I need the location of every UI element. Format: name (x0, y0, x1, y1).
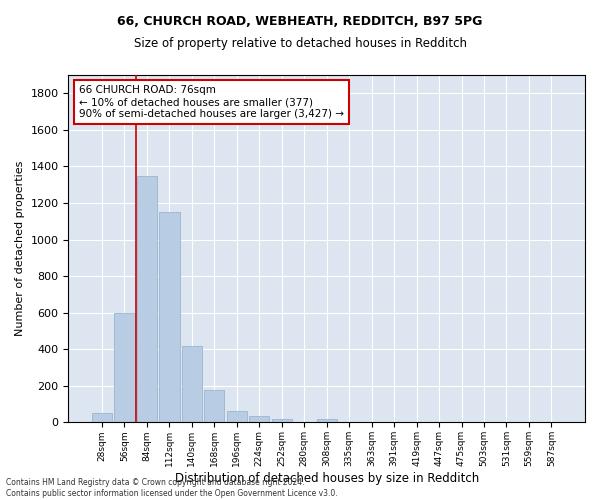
Text: Size of property relative to detached houses in Redditch: Size of property relative to detached ho… (133, 38, 467, 51)
Bar (115, 312, 134, 422)
Text: 66, CHURCH ROAD, WEBHEATH, REDDITCH, B97 5PG: 66, CHURCH ROAD, WEBHEATH, REDDITCH, B97… (118, 15, 482, 28)
Text: Contains HM Land Registry data © Crown copyright and database right 2024.
Contai: Contains HM Land Registry data © Crown c… (6, 478, 338, 498)
X-axis label: Distribution of detached houses by size in Redditch: Distribution of detached houses by size … (175, 472, 479, 485)
Bar (159, 212, 179, 422)
Text: 66 CHURCH ROAD: 76sqm
← 10% of detached houses are smaller (377)
90% of semi-det: 66 CHURCH ROAD: 76sqm ← 10% of detached … (79, 86, 344, 118)
Bar (137, 176, 157, 422)
Bar (249, 416, 269, 422)
Bar (317, 419, 337, 422)
Y-axis label: Number of detached properties: Number of detached properties (15, 161, 25, 336)
Bar (272, 419, 292, 422)
Bar (182, 346, 202, 422)
Bar (227, 412, 247, 422)
Bar (92, 414, 112, 422)
Bar (204, 390, 224, 422)
